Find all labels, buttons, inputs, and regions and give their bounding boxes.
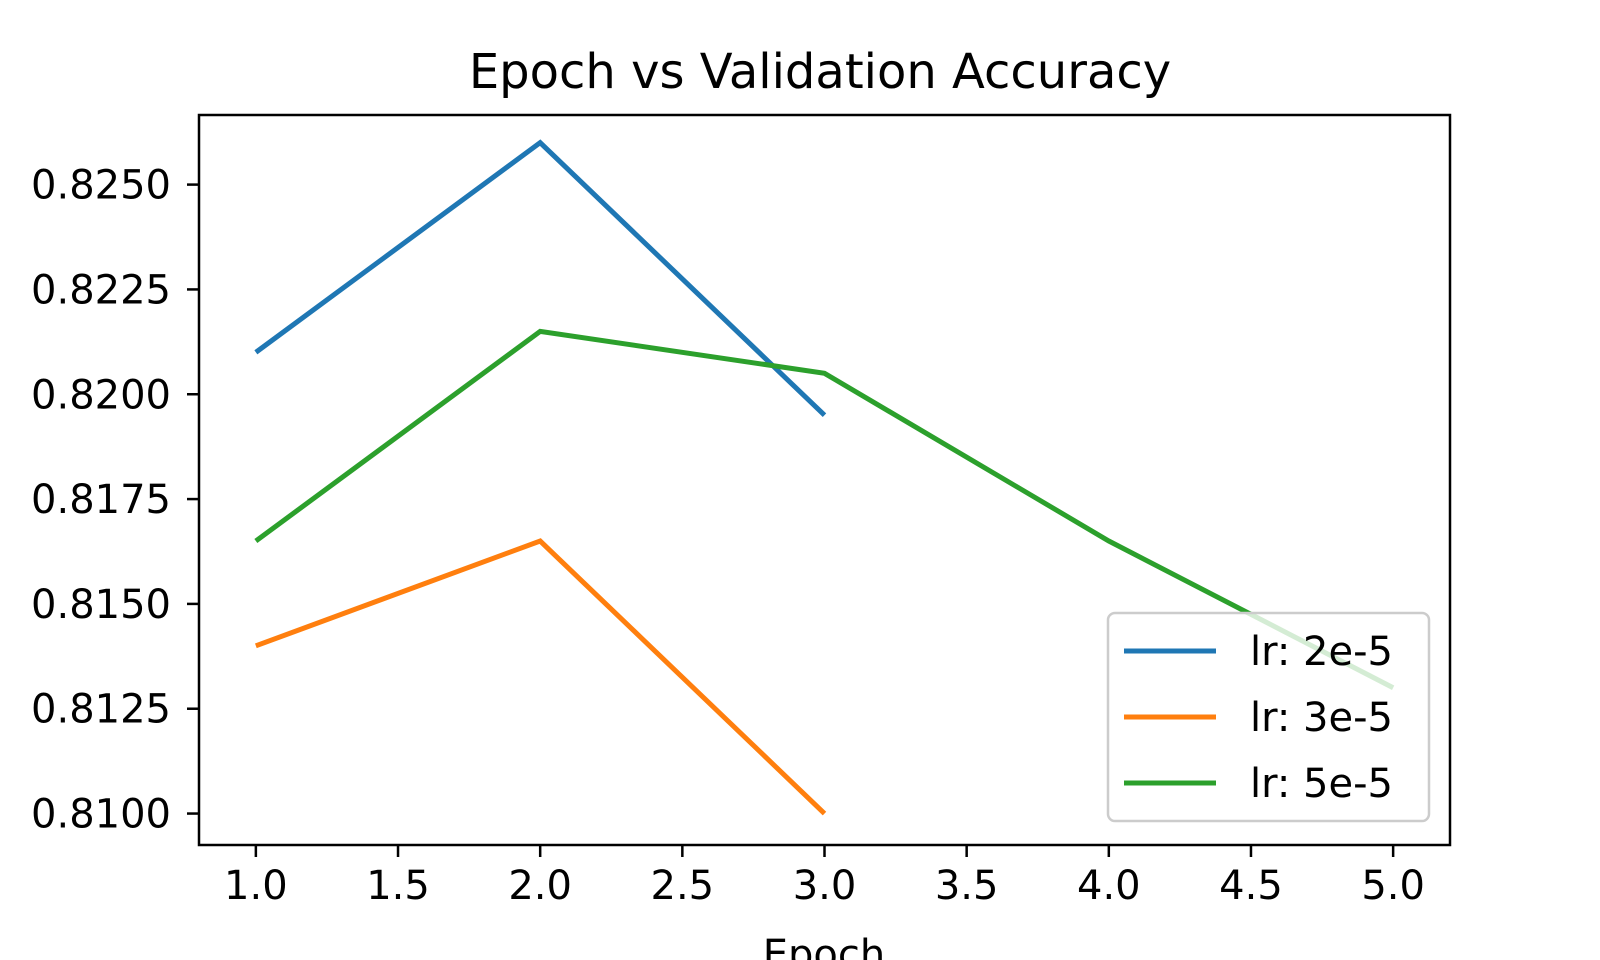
y-tick-label: 0.8250 (31, 163, 171, 209)
x-tick-label: 1.0 (224, 863, 288, 909)
chart-title: Epoch vs Validation Accuracy (469, 44, 1171, 100)
x-tick-label: 2.5 (651, 863, 715, 909)
y-tick-label: 0.8125 (31, 687, 171, 733)
x-axis-label: Epoch (763, 932, 885, 960)
y-tick-label: 0.8175 (31, 477, 171, 523)
legend-label: lr: 2e-5 (1250, 629, 1393, 675)
series-line-2 (254, 538, 827, 816)
y-tick-label: 0.8150 (31, 582, 171, 628)
y-tick-label: 0.8100 (31, 792, 171, 838)
y-axis: 0.8100 0.8125 0.8150 0.8175 0.8200 0.8225 0.82… (31, 163, 199, 838)
x-tick-label: 4.0 (1077, 863, 1141, 909)
legend-label: lr: 5e-5 (1250, 761, 1393, 807)
series-layer (254, 139, 1395, 816)
x-tick-label: 2.0 (508, 863, 572, 909)
x-tick-label: 3.0 (793, 863, 857, 909)
series-line-1 (254, 139, 827, 418)
x-axis: 1.0 1.5 2.0 2.5 3.0 3.5 4.0 4.5 5.0 (224, 845, 1425, 909)
x-tick-label: 3.5 (935, 863, 999, 909)
series-line-3 (254, 328, 1395, 690)
y-tick-label: 0.8225 (31, 267, 171, 313)
legend: lr: 2e-5 lr: 3e-5 lr: 5e-5 (1106, 611, 1431, 823)
legend-label: lr: 3e-5 (1250, 695, 1393, 741)
x-tick-label: 5.0 (1361, 863, 1425, 909)
legend-box (1106, 611, 1431, 823)
y-tick-label: 0.8200 (31, 372, 171, 418)
x-tick-label: 1.5 (366, 863, 430, 909)
x-tick-label: 4.5 (1219, 863, 1283, 909)
